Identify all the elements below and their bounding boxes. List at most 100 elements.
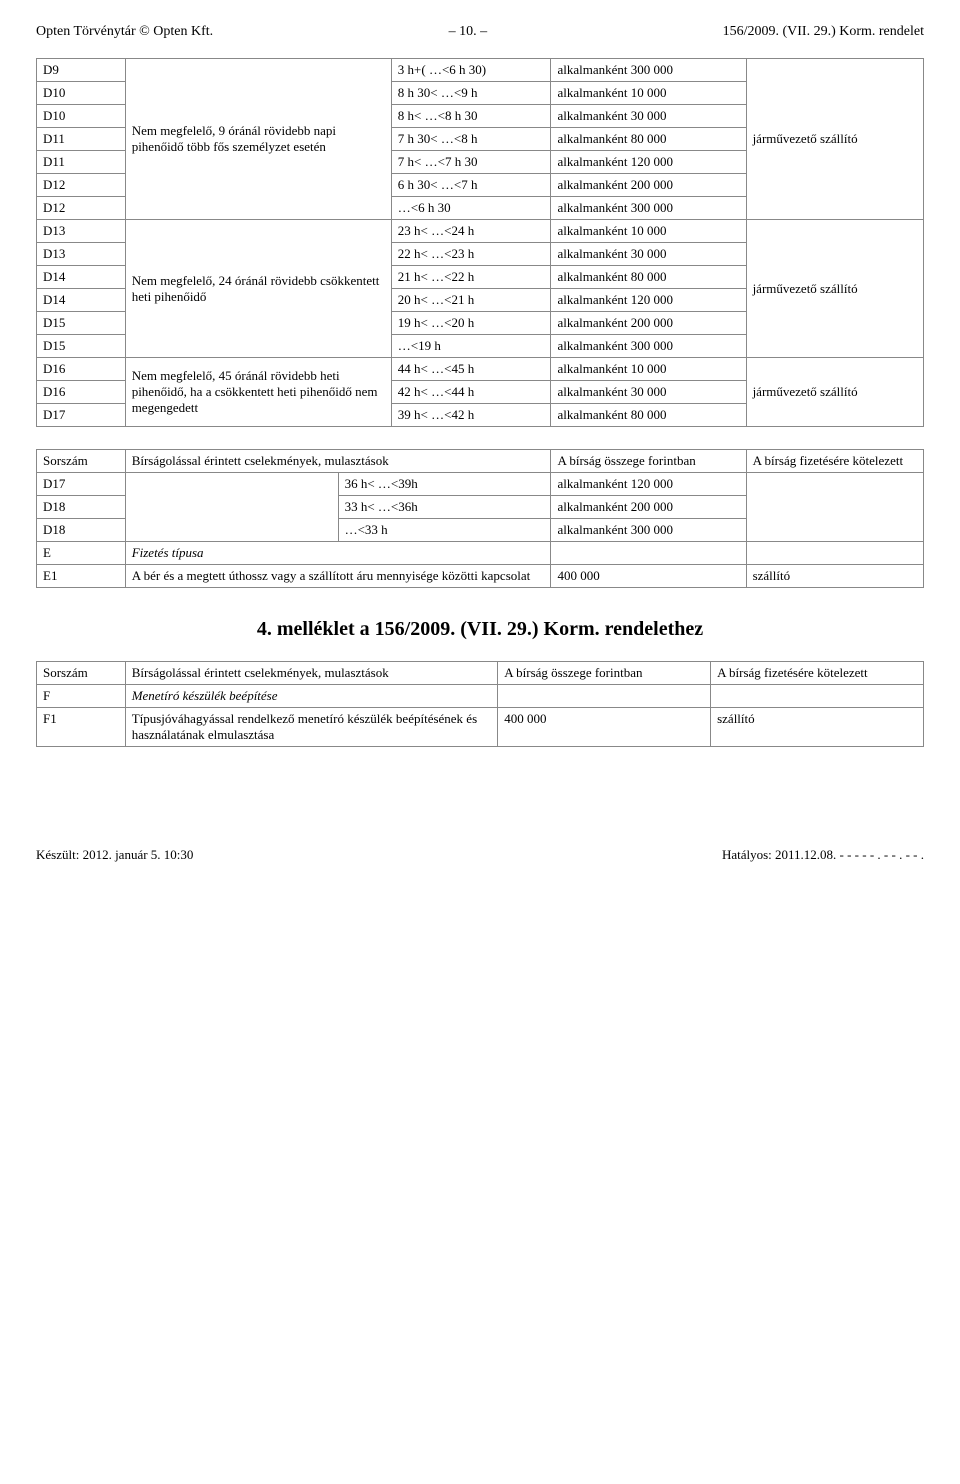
cell-empty — [746, 519, 923, 542]
row-f: F Menetíró készülék beépítése — [37, 685, 924, 708]
cell-empty — [746, 496, 923, 519]
cell-desc: Fizetés típusa — [125, 542, 551, 565]
th-sorszam: Sorszám — [37, 662, 126, 685]
cell-desc: Menetíró készülék beépítése — [125, 685, 498, 708]
cell-penalty: alkalmanként 30 000 — [551, 381, 746, 404]
cell-empty — [125, 496, 338, 519]
th-osszeg: A bírság összege forintban — [498, 662, 711, 685]
cell-range: 42 h< …<44 h — [391, 381, 551, 404]
table-header-row: Sorszám Bírságolással érintett cselekmén… — [37, 662, 924, 685]
cell-code: D14 — [37, 289, 126, 312]
cell-penalty: alkalmanként 80 000 — [551, 404, 746, 427]
cell-empty — [551, 542, 746, 565]
table-row: D18 33 h< …<36halkalmanként 200 000 — [37, 496, 924, 519]
cell-code: F — [37, 685, 126, 708]
cell-empty — [498, 685, 711, 708]
cell-code: D12 — [37, 197, 126, 220]
row-f1: F1 Típusjóváhagyással rendelkező menetír… — [37, 708, 924, 747]
header-center: – 10. – — [449, 24, 488, 40]
cell-penalty: alkalmanként 200 000 — [551, 174, 746, 197]
table-row: D18 …<33 halkalmanként 300 000 — [37, 519, 924, 542]
cell-desc: A bér és a megtett úthossz vagy a szállí… — [125, 565, 551, 588]
th-kotelezett: A bírság fizetésére kötelezett — [746, 450, 923, 473]
table-sorszam: Sorszám Bírságolással érintett cselekmén… — [36, 449, 924, 588]
footer-left: Készült: 2012. január 5. 10:30 — [36, 847, 193, 863]
page-footer: Készült: 2012. január 5. 10:30 Hatályos:… — [36, 847, 924, 863]
table-f-rows: Sorszám Bírságolással érintett cselekmén… — [36, 661, 924, 747]
cell-penalty: 400 000 — [498, 708, 711, 747]
cell-penalty: alkalmanként 80 000 — [551, 266, 746, 289]
table-row: D16Nem megfelelő, 45 óránál rövidebb het… — [37, 358, 924, 381]
footer-right: Hatályos: 2011.12.08. - - - - - . - - . … — [722, 847, 924, 863]
table-row: D9Nem megfelelő, 9 óránál rövidebb napi … — [37, 59, 924, 82]
cell-penalty: alkalmanként 120 000 — [551, 289, 746, 312]
cell-range: …<6 h 30 — [391, 197, 551, 220]
cell-code: D18 — [37, 496, 126, 519]
cell-range: …<33 h — [338, 519, 551, 542]
cell-code: D13 — [37, 243, 126, 266]
cell-code: D11 — [37, 151, 126, 174]
cell-code: D18 — [37, 519, 126, 542]
row-e: EFizetés típusa — [37, 542, 924, 565]
cell-range: 6 h 30< …<7 h — [391, 174, 551, 197]
cell-range: …<19 h — [391, 335, 551, 358]
page-header: Opten Törvénytár © Opten Kft. – 10. – 15… — [36, 24, 924, 40]
cell-empty — [711, 685, 924, 708]
cell-penalty: alkalmanként 300 000 — [551, 197, 746, 220]
cell-code: D16 — [37, 358, 126, 381]
cell-desc: Nem megfelelő, 9 óránál rövidebb napi pi… — [125, 59, 391, 220]
cell-range: 8 h< …<8 h 30 — [391, 105, 551, 128]
cell-penalty: alkalmanként 80 000 — [551, 128, 746, 151]
cell-liable: járművezető szállító — [746, 59, 923, 220]
header-right: 156/2009. (VII. 29.) Korm. rendelet — [723, 24, 924, 40]
table-header-row: Sorszám Bírságolással érintett cselekmén… — [37, 450, 924, 473]
cell-liable: szállító — [711, 708, 924, 747]
section-title: 4. melléklet a 156/2009. (VII. 29.) Korm… — [36, 618, 924, 641]
cell-code: D11 — [37, 128, 126, 151]
cell-penalty: alkalmanként 30 000 — [551, 105, 746, 128]
cell-range: 39 h< …<42 h — [391, 404, 551, 427]
cell-range: 7 h< …<7 h 30 — [391, 151, 551, 174]
cell-range: 44 h< …<45 h — [391, 358, 551, 381]
cell-desc: Típusjóváhagyással rendelkező menetíró k… — [125, 708, 498, 747]
cell-penalty: alkalmanként 200 000 — [551, 496, 746, 519]
cell-penalty: alkalmanként 120 000 — [551, 151, 746, 174]
th-cselekmenyek: Bírságolással érintett cselekmények, mul… — [125, 662, 498, 685]
cell-range: 20 h< …<21 h — [391, 289, 551, 312]
cell-code: D17 — [37, 473, 126, 496]
cell-penalty: alkalmanként 30 000 — [551, 243, 746, 266]
cell-penalty: alkalmanként 10 000 — [551, 82, 746, 105]
table-row: D1736 h< …<39halkalmanként 120 000 — [37, 473, 924, 496]
cell-code: D10 — [37, 105, 126, 128]
th-osszeg: A bírság összege forintban — [551, 450, 746, 473]
cell-empty — [746, 542, 923, 565]
cell-range: 33 h< …<36h — [338, 496, 551, 519]
cell-penalty: alkalmanként 120 000 — [551, 473, 746, 496]
cell-penalty: alkalmanként 300 000 — [551, 519, 746, 542]
cell-desc: Nem megfelelő, 24 óránál rövidebb csökke… — [125, 220, 391, 358]
cell-code: D10 — [37, 82, 126, 105]
cell-penalty: alkalmanként 10 000 — [551, 220, 746, 243]
table-row: D13Nem megfelelő, 24 óránál rövidebb csö… — [37, 220, 924, 243]
th-kotelezett: A bírság fizetésére kötelezett — [711, 662, 924, 685]
cell-penalty: 400 000 — [551, 565, 746, 588]
cell-code: D14 — [37, 266, 126, 289]
cell-liable: járművezető szállító — [746, 358, 923, 427]
cell-code: F1 — [37, 708, 126, 747]
cell-code: D13 — [37, 220, 126, 243]
cell-penalty: alkalmanként 10 000 — [551, 358, 746, 381]
cell-code: D15 — [37, 335, 126, 358]
cell-empty — [125, 473, 338, 496]
cell-code: D16 — [37, 381, 126, 404]
cell-code: D12 — [37, 174, 126, 197]
cell-penalty: alkalmanként 300 000 — [551, 59, 746, 82]
cell-code: E1 — [37, 565, 126, 588]
cell-range: 21 h< …<22 h — [391, 266, 551, 289]
cell-desc: Nem megfelelő, 45 óránál rövidebb heti p… — [125, 358, 391, 427]
cell-code: D9 — [37, 59, 126, 82]
cell-range: 22 h< …<23 h — [391, 243, 551, 266]
cell-penalty: alkalmanként 200 000 — [551, 312, 746, 335]
cell-code: D15 — [37, 312, 126, 335]
th-sorszam: Sorszám — [37, 450, 126, 473]
th-cselekmenyek: Bírságolással érintett cselekmények, mul… — [125, 450, 551, 473]
